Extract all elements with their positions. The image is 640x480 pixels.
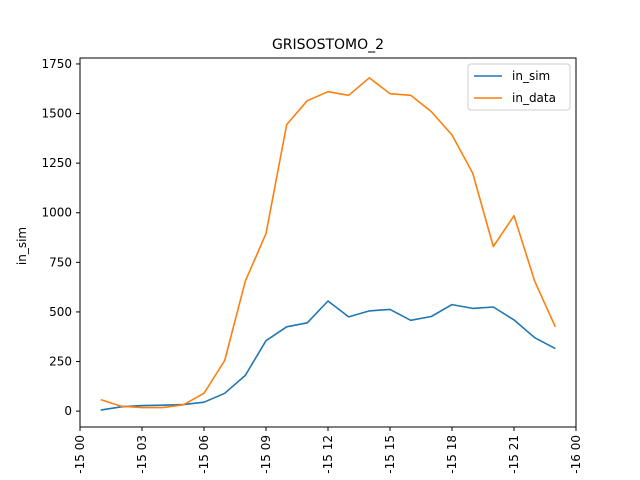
y-tick-label: 500	[49, 305, 72, 319]
y-tick-label: 1250	[41, 156, 72, 170]
series-line-in-sim	[100, 300, 556, 411]
x-tick-label: -15 21	[507, 435, 521, 474]
y-tick-label: 0	[64, 404, 72, 418]
x-tick-label: -15 09	[259, 435, 273, 474]
x-tick-label: -15 03	[135, 435, 149, 474]
x-tick-label: -15 18	[445, 435, 459, 474]
y-tick-label: 1000	[41, 206, 72, 220]
legend-label: in_sim	[512, 69, 550, 83]
x-tick-label: -15 12	[321, 435, 335, 474]
y-tick-label: 250	[49, 355, 72, 369]
series-line-in-data	[100, 77, 557, 409]
chart-title: GRISOSTOMO_2	[272, 37, 384, 53]
y-axis: 0 250 500 750 1000 1250 1500 1750	[41, 57, 80, 418]
x-axis: -15 00 -15 03 -15 06 -15 09 -15 12 -15 15 -15 …	[73, 427, 583, 474]
y-tick-label: 1500	[41, 107, 72, 121]
x-tick-label: -15 00	[73, 435, 87, 474]
legend-label: in_data	[512, 91, 556, 105]
legend: in_sim in_data	[467, 63, 571, 111]
x-tick-label: -16 00	[569, 435, 583, 474]
y-tick-label: 750	[49, 255, 72, 269]
y-tick-label: 1750	[41, 57, 72, 71]
x-tick-label: -15 15	[383, 435, 397, 474]
y-axis-label: in_sim	[15, 227, 29, 265]
plot-lines	[100, 77, 557, 411]
x-tick-label: -15 06	[197, 435, 211, 474]
